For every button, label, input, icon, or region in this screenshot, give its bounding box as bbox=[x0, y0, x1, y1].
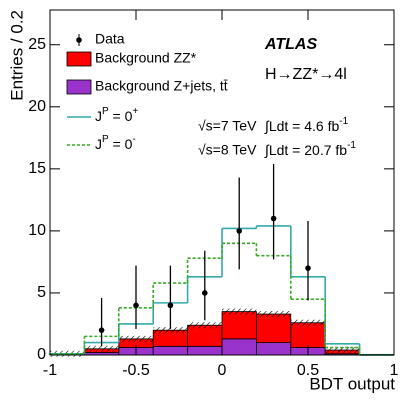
background-bar bbox=[255, 313, 292, 343]
legend-label: Data bbox=[95, 31, 125, 47]
uncertainty-band bbox=[256, 311, 291, 318]
legend-label-part: - bbox=[132, 134, 135, 145]
legend-label: JP = 0+ bbox=[95, 106, 138, 124]
background-bar bbox=[187, 345, 223, 356]
data-point bbox=[167, 302, 174, 309]
data-point bbox=[305, 265, 311, 271]
legend-label-part: J bbox=[95, 108, 102, 124]
uncertainty-band bbox=[84, 345, 119, 352]
uncertainty-band bbox=[290, 319, 326, 326]
background-bar bbox=[187, 324, 223, 347]
legend-label-part: = 0 bbox=[109, 108, 133, 124]
uncertainty-band bbox=[187, 322, 222, 329]
y-tick-label: 5 bbox=[37, 284, 46, 301]
legend-label: JP = 0- bbox=[95, 134, 136, 152]
x-tick-label: 1 bbox=[390, 362, 399, 379]
uncertainty-band bbox=[118, 335, 154, 342]
uncertainty-band bbox=[222, 308, 257, 315]
x-tick-label: 0 bbox=[218, 362, 227, 379]
lumi-label: ∫Ldt = 20.7 fb-1 bbox=[264, 140, 356, 158]
data-point bbox=[236, 228, 242, 234]
lumi-text: ∫Ldt = 4.6 fb bbox=[264, 118, 339, 134]
y-tick-label: 15 bbox=[28, 160, 46, 177]
energy-label: √s=7 TeV bbox=[198, 118, 257, 134]
data-point bbox=[270, 215, 277, 222]
x-axis-label: BDT output bbox=[309, 374, 395, 393]
background-bar bbox=[221, 338, 257, 356]
legend-swatch bbox=[66, 79, 92, 95]
data-point bbox=[98, 327, 105, 333]
y-tick-label: 20 bbox=[28, 98, 46, 115]
legend-label-part: P bbox=[102, 134, 109, 145]
background-bar bbox=[152, 345, 188, 356]
data-point bbox=[202, 290, 208, 296]
x-tick-label: 0.5 bbox=[297, 362, 319, 379]
x-tick-label: -0.5 bbox=[122, 362, 150, 379]
lumi-text: ∫Ldt = 20.7 fb bbox=[264, 142, 347, 158]
background-bar bbox=[221, 311, 257, 340]
y-tick-label: 10 bbox=[28, 222, 46, 239]
legend-label-part: P bbox=[102, 106, 109, 117]
background-bar bbox=[255, 342, 292, 356]
legend-label-part: J bbox=[95, 136, 102, 152]
legend-label: Background ZZ* bbox=[95, 50, 197, 66]
y-axis-label: Entries / 0.2 bbox=[7, 10, 26, 101]
energy-label: √s=8 TeV bbox=[198, 142, 257, 158]
uncertainty-band bbox=[153, 327, 188, 334]
lumi-exponent: -1 bbox=[347, 140, 356, 151]
legend-label: Background Z+jets, tt̄ bbox=[95, 78, 228, 94]
legend-swatch bbox=[66, 51, 92, 67]
lumi-exponent: -1 bbox=[339, 116, 348, 127]
process-label: H→ZZ*→4l bbox=[265, 66, 347, 83]
legend-label-part: = 0 bbox=[109, 136, 133, 152]
uncertainty-band bbox=[325, 347, 360, 354]
data-point bbox=[133, 302, 139, 309]
legend-label-part: + bbox=[132, 106, 138, 117]
y-tick-label: 25 bbox=[28, 36, 46, 53]
experiment-label: ATLAS bbox=[264, 36, 317, 53]
lumi-label: ∫Ldt = 4.6 fb-1 bbox=[264, 116, 349, 134]
y-tick-label: 0 bbox=[37, 346, 46, 363]
background-bar bbox=[290, 322, 326, 348]
x-tick-label: -1 bbox=[43, 362, 57, 379]
